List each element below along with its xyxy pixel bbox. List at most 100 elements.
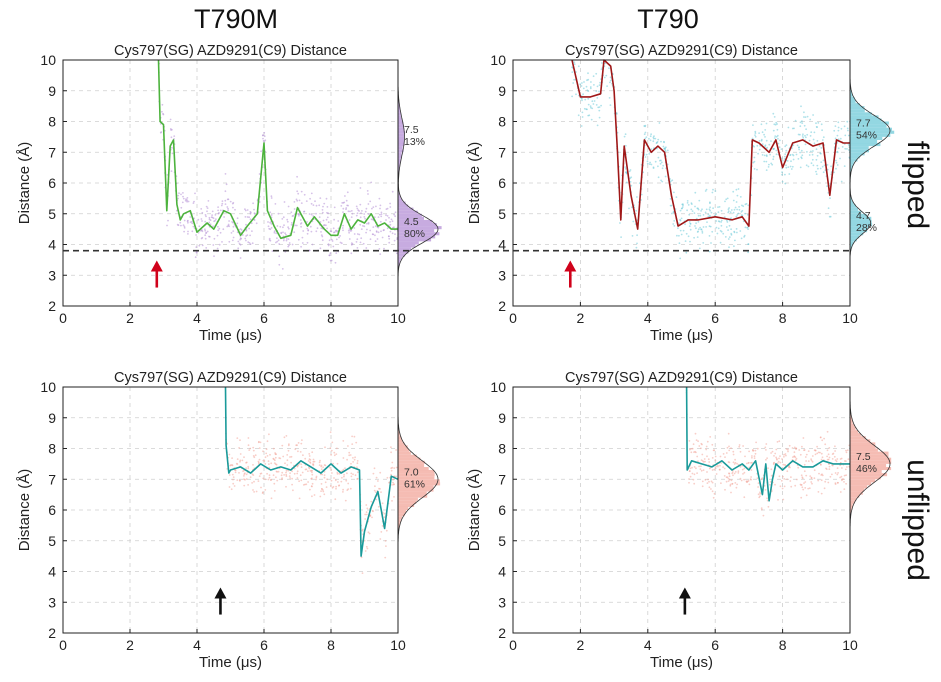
scatter-point xyxy=(166,224,168,227)
scatter-point xyxy=(326,227,328,230)
scatter-point xyxy=(360,212,362,215)
scatter-point xyxy=(332,227,335,230)
scatter-point xyxy=(746,213,749,216)
scatter-point xyxy=(390,451,392,454)
scatter-point xyxy=(252,446,255,449)
scatter-point xyxy=(646,162,649,165)
scatter-point xyxy=(834,483,837,485)
scatter-point xyxy=(843,460,846,462)
scatter-point xyxy=(794,484,797,487)
scatter-point xyxy=(794,459,797,461)
scatter-point xyxy=(311,451,314,454)
scatter-point xyxy=(747,228,749,231)
scatter-point xyxy=(332,462,334,465)
scatter-point xyxy=(267,221,269,223)
scatter-point xyxy=(720,221,722,223)
scatter-point xyxy=(701,453,704,456)
scatter-point xyxy=(269,228,272,231)
scatter-point xyxy=(765,449,767,451)
scatter-point xyxy=(334,230,337,232)
scatter-point xyxy=(304,457,307,460)
scatter-point xyxy=(327,244,330,247)
scatter-point xyxy=(278,255,281,258)
scatter-point xyxy=(700,228,703,231)
scatter-point xyxy=(367,222,370,225)
histogram-bin xyxy=(850,124,887,128)
scatter-point xyxy=(252,449,255,452)
y-tick-label: 5 xyxy=(498,206,506,222)
scatter-point xyxy=(725,226,728,228)
y-axis-label: Distance (Å) xyxy=(16,469,33,552)
scatter-point xyxy=(810,150,812,153)
scatter-point xyxy=(247,465,250,468)
scatter-point xyxy=(708,467,711,470)
scatter-point xyxy=(810,458,812,460)
scatter-point xyxy=(763,160,766,163)
scatter-point xyxy=(260,472,263,475)
scatter-point xyxy=(273,459,276,462)
scatter-point xyxy=(365,545,368,548)
scatter-point xyxy=(644,137,647,140)
scatter-point xyxy=(821,165,824,168)
histogram-bin xyxy=(850,93,853,97)
scatter-point xyxy=(801,135,804,137)
scatter-point xyxy=(313,494,316,496)
histogram-bin xyxy=(398,136,404,140)
scatter-point xyxy=(204,220,207,223)
scatter-point xyxy=(813,469,816,472)
scatter-point xyxy=(286,464,289,466)
scatter-point xyxy=(182,195,184,198)
scatter-point xyxy=(690,202,693,205)
y-tick-label: 3 xyxy=(498,267,506,283)
histogram-bin xyxy=(398,232,440,236)
peak-value-label: 7.0 xyxy=(404,466,419,478)
scatter-point xyxy=(834,137,837,140)
histogram-bin xyxy=(398,133,405,137)
scatter-point xyxy=(765,160,768,163)
scatter-point xyxy=(204,214,207,216)
scatter-point xyxy=(348,454,351,457)
scatter-point xyxy=(279,225,282,228)
scatter-point xyxy=(219,231,222,234)
scatter-point xyxy=(363,216,366,218)
x-tick-label: 2 xyxy=(126,637,134,653)
scatter-point xyxy=(262,477,265,480)
scatter-point xyxy=(245,223,247,226)
scatter-point xyxy=(255,490,258,493)
scatter-point xyxy=(284,462,286,465)
scatter-point xyxy=(711,230,714,233)
scatter-cloud xyxy=(158,62,399,270)
histogram-bin xyxy=(398,247,412,251)
scatter-point xyxy=(214,214,217,216)
scatter-point xyxy=(342,488,344,491)
scatter-point xyxy=(589,105,592,107)
scatter-point xyxy=(679,229,682,232)
y-tick-label: 7 xyxy=(48,471,56,487)
scatter-point xyxy=(758,140,761,142)
scatter-point xyxy=(236,458,239,460)
scatter-point xyxy=(695,222,697,225)
scatter-point xyxy=(750,478,752,481)
scatter-point xyxy=(791,165,794,168)
histogram-bin xyxy=(398,106,400,110)
y-tick-label: 3 xyxy=(48,594,56,610)
scatter-point xyxy=(355,205,358,208)
scatter-point xyxy=(330,449,333,452)
scatter-point xyxy=(709,209,711,212)
scatter-point xyxy=(809,475,812,477)
histogram-bin xyxy=(850,417,853,421)
scatter-point xyxy=(318,464,321,466)
scatter-point xyxy=(191,230,194,233)
scatter-point xyxy=(734,206,737,209)
scatter-point xyxy=(845,482,847,485)
histogram-bin xyxy=(398,256,402,260)
scatter-point xyxy=(277,239,280,242)
scatter-point xyxy=(323,493,326,496)
scatter-point xyxy=(781,180,784,183)
scatter-point xyxy=(779,461,782,464)
scatter-point xyxy=(706,471,708,473)
scatter-point xyxy=(261,492,264,494)
scatter-point xyxy=(367,531,370,534)
scatter-point xyxy=(230,464,232,466)
scatter-point xyxy=(380,230,382,233)
